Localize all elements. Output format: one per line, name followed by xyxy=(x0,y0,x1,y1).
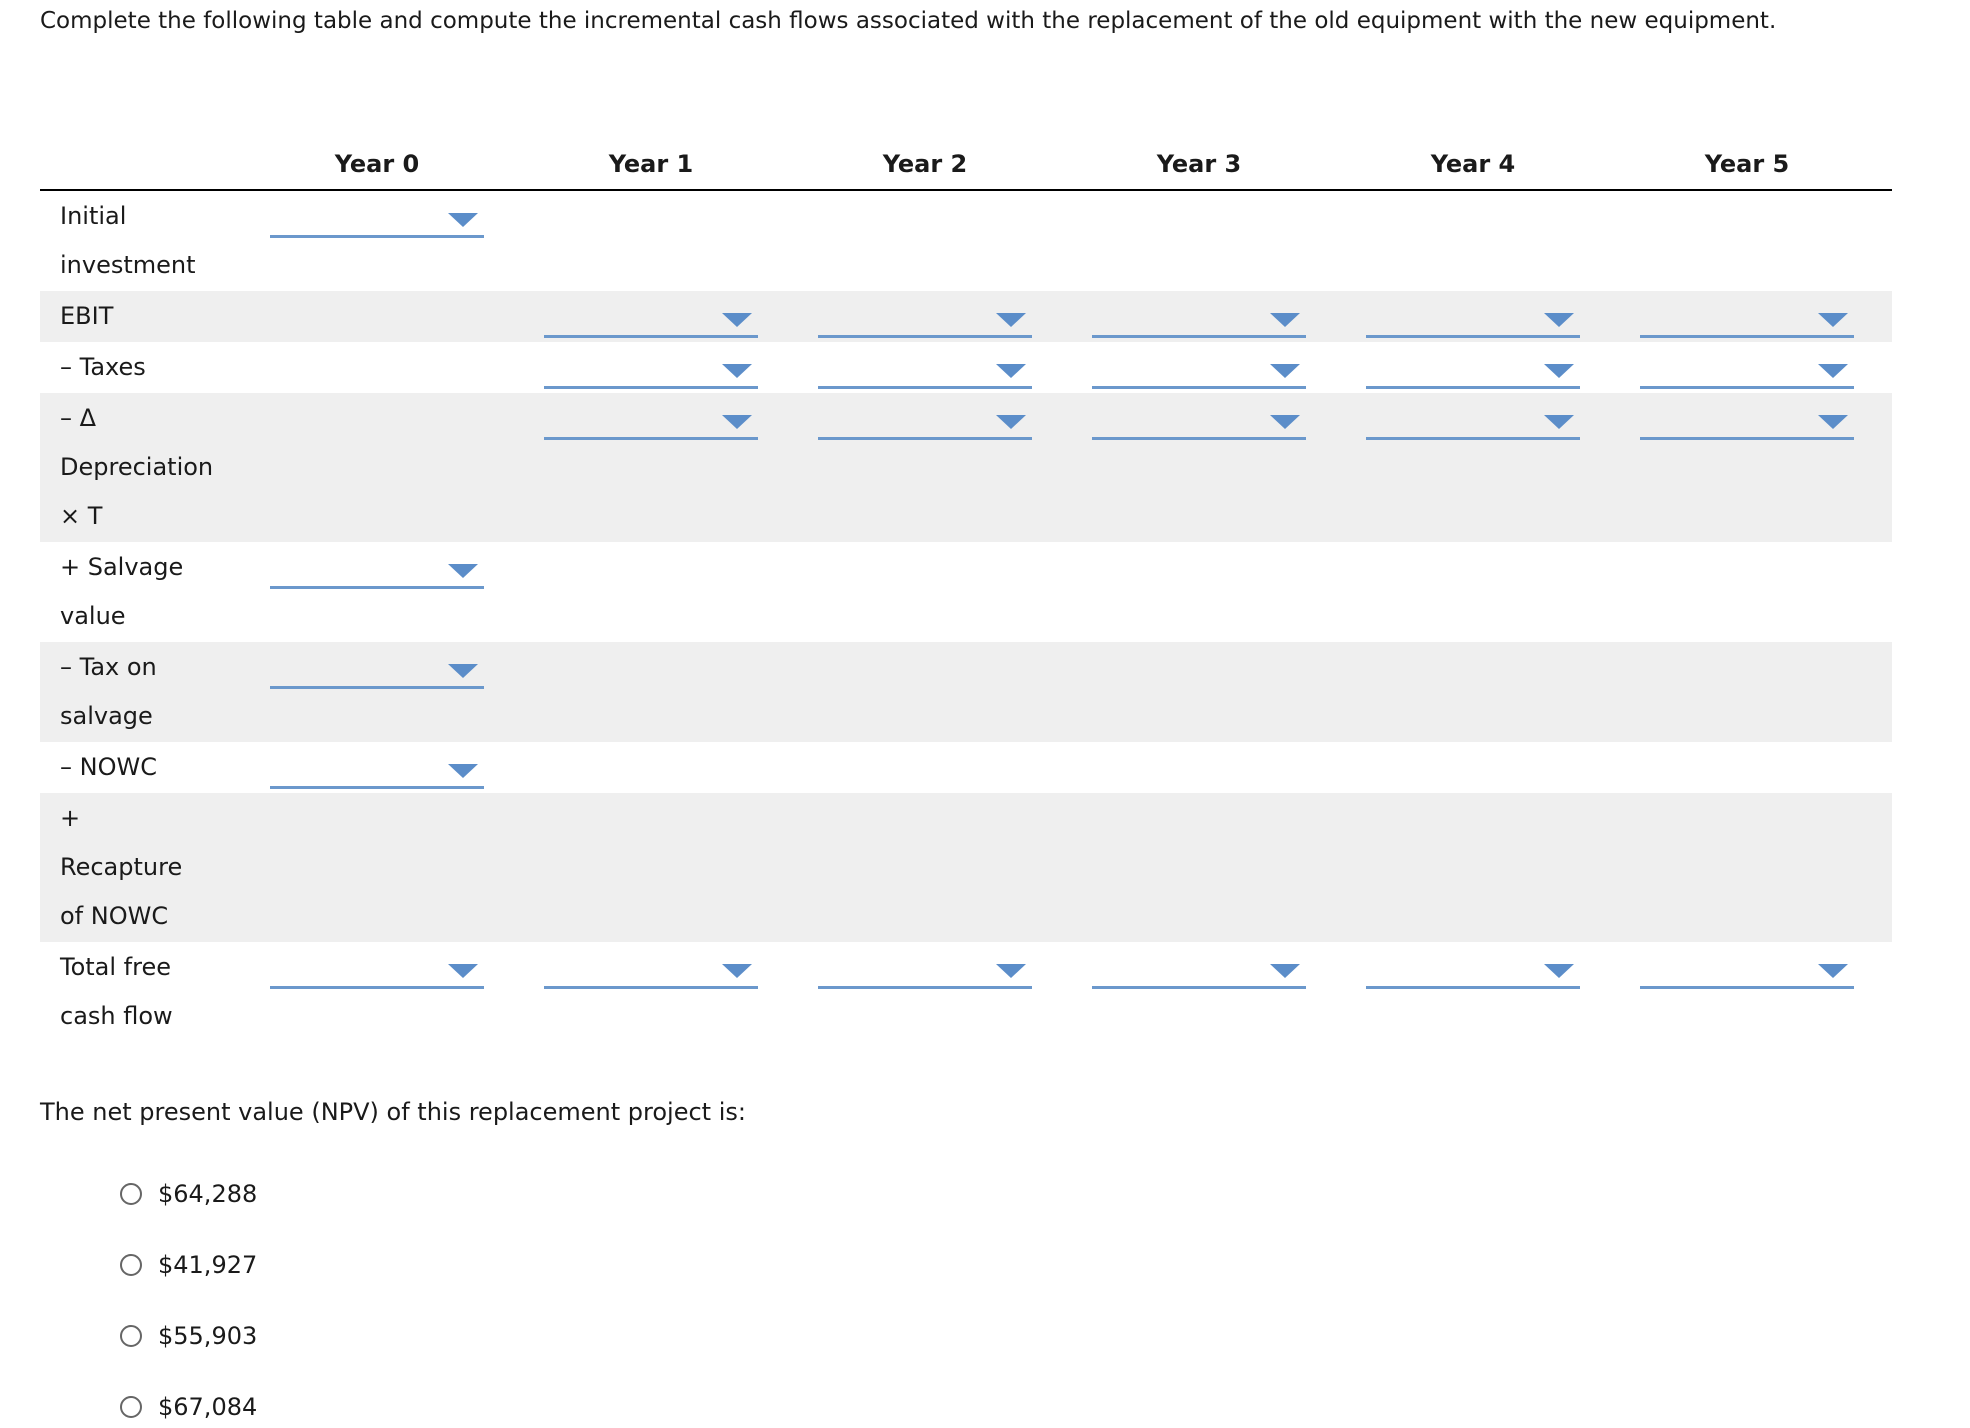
label-line: + xyxy=(60,804,81,832)
dropdown[interactable] xyxy=(270,660,484,689)
dropdown[interactable] xyxy=(544,960,758,989)
column-header: Year 3 xyxy=(1156,150,1242,178)
instruction: Complete the following table and compute… xyxy=(40,8,1777,34)
dropdown[interactable] xyxy=(1366,360,1580,389)
dropdown[interactable] xyxy=(1092,360,1306,389)
label-line: – Tax on xyxy=(60,653,157,681)
radio-button[interactable] xyxy=(120,1396,142,1418)
option-text: $67,084 xyxy=(158,1393,258,1421)
table-row: – Taxes xyxy=(40,342,1892,393)
table-row: – Tax on salvage xyxy=(40,642,1892,742)
label-line: × T xyxy=(60,502,103,530)
row-label: Initial investment xyxy=(40,191,1892,291)
dropdown[interactable] xyxy=(1092,960,1306,989)
row-label: + Recapture of NOWC xyxy=(40,793,1892,942)
question: The net present value (NPV) of this repl… xyxy=(40,1098,746,1126)
label-line: – Taxes xyxy=(60,353,146,381)
row-label: + Salvage value xyxy=(40,542,1892,642)
label-line: Total free xyxy=(60,953,171,981)
row-label: – Δ Depreciation × T xyxy=(40,393,1892,542)
column-header: Year 5 xyxy=(1704,150,1790,178)
dropdown[interactable] xyxy=(818,309,1032,338)
dropdown[interactable] xyxy=(1640,309,1854,338)
table-row: – Δ Depreciation × T xyxy=(40,393,1892,542)
dropdown[interactable] xyxy=(1092,309,1306,338)
column-header: Year 2 xyxy=(882,150,968,178)
radio-button[interactable] xyxy=(120,1254,142,1276)
table-row: + Salvage value xyxy=(40,542,1892,642)
option-text: $41,927 xyxy=(158,1251,258,1279)
table-row: EBIT xyxy=(40,291,1892,342)
column-header: Year 4 xyxy=(1430,150,1516,178)
dropdown[interactable] xyxy=(818,960,1032,989)
dropdown[interactable] xyxy=(1640,411,1854,440)
label-line: Recapture xyxy=(60,853,183,881)
dropdown[interactable] xyxy=(1092,411,1306,440)
label-line: cash flow xyxy=(60,1002,173,1030)
dropdown[interactable] xyxy=(1366,309,1580,338)
dropdown[interactable] xyxy=(1640,960,1854,989)
cash-flow-table: Year 0 Year 1 Year 2 Year 3 Year 4 Year 5 Ini… xyxy=(40,140,1892,1042)
radio-option[interactable]: $41,927 xyxy=(120,1251,257,1279)
label-line: Initial xyxy=(60,202,127,230)
table-row: Initial investment xyxy=(40,191,1892,291)
label-line: – NOWC xyxy=(60,753,157,781)
option-text: $64,288 xyxy=(158,1180,258,1208)
dropdown[interactable] xyxy=(544,411,758,440)
row-label: – NOWC xyxy=(40,742,1892,793)
radio-button[interactable] xyxy=(120,1325,142,1347)
row-label: – Taxes xyxy=(40,342,1892,393)
table-body: Initial investment EBIT – Taxes – Δ Depreciat… xyxy=(40,191,1892,1042)
column-header: Year 0 xyxy=(334,150,420,178)
dropdown[interactable] xyxy=(270,760,484,789)
table-row: + Recapture of NOWC xyxy=(40,793,1892,942)
row-label: EBIT xyxy=(40,291,1892,342)
radio-option[interactable]: $67,084 xyxy=(120,1393,257,1421)
dropdown[interactable] xyxy=(1640,360,1854,389)
dropdown[interactable] xyxy=(544,360,758,389)
label-line: – Δ xyxy=(60,404,97,432)
option-text: $55,903 xyxy=(158,1322,258,1350)
radio-button[interactable] xyxy=(120,1183,142,1205)
header-row: Year 0 Year 1 Year 2 Year 3 Year 4 Year 5 xyxy=(40,140,1892,191)
table-row: – NOWC xyxy=(40,742,1892,793)
table-row: Total free cash flow xyxy=(40,942,1892,1042)
radio-option[interactable]: $64,288 xyxy=(120,1180,257,1208)
label-line: Depreciation xyxy=(60,453,214,481)
label-line: EBIT xyxy=(60,302,114,330)
dropdown[interactable] xyxy=(270,209,484,238)
label-line: salvage xyxy=(60,702,153,730)
row-label: – Tax on salvage xyxy=(40,642,1892,742)
label-line: of NOWC xyxy=(60,902,169,930)
row-label: Total free cash flow xyxy=(40,942,1892,1042)
dropdown[interactable] xyxy=(270,560,484,589)
dropdown[interactable] xyxy=(1366,411,1580,440)
label-line: value xyxy=(60,602,126,630)
label-line: investment xyxy=(60,251,196,279)
dropdown[interactable] xyxy=(1366,960,1580,989)
label-line: + Salvage xyxy=(60,553,184,581)
column-header: Year 1 xyxy=(608,150,694,178)
dropdown[interactable] xyxy=(818,411,1032,440)
dropdown[interactable] xyxy=(818,360,1032,389)
dropdown[interactable] xyxy=(270,960,484,989)
dropdown[interactable] xyxy=(544,309,758,338)
radio-option[interactable]: $55,903 xyxy=(120,1322,257,1350)
